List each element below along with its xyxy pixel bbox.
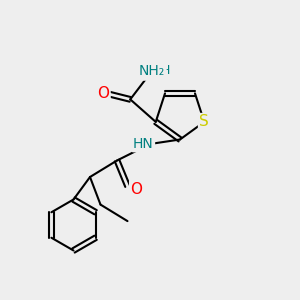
Text: O: O <box>97 86 109 101</box>
Text: S: S <box>200 114 209 129</box>
Text: H: H <box>161 64 170 77</box>
Text: O: O <box>130 182 142 196</box>
Text: HN: HN <box>133 137 154 151</box>
Text: NH₂: NH₂ <box>139 64 165 78</box>
Text: NH: NH <box>138 65 159 80</box>
